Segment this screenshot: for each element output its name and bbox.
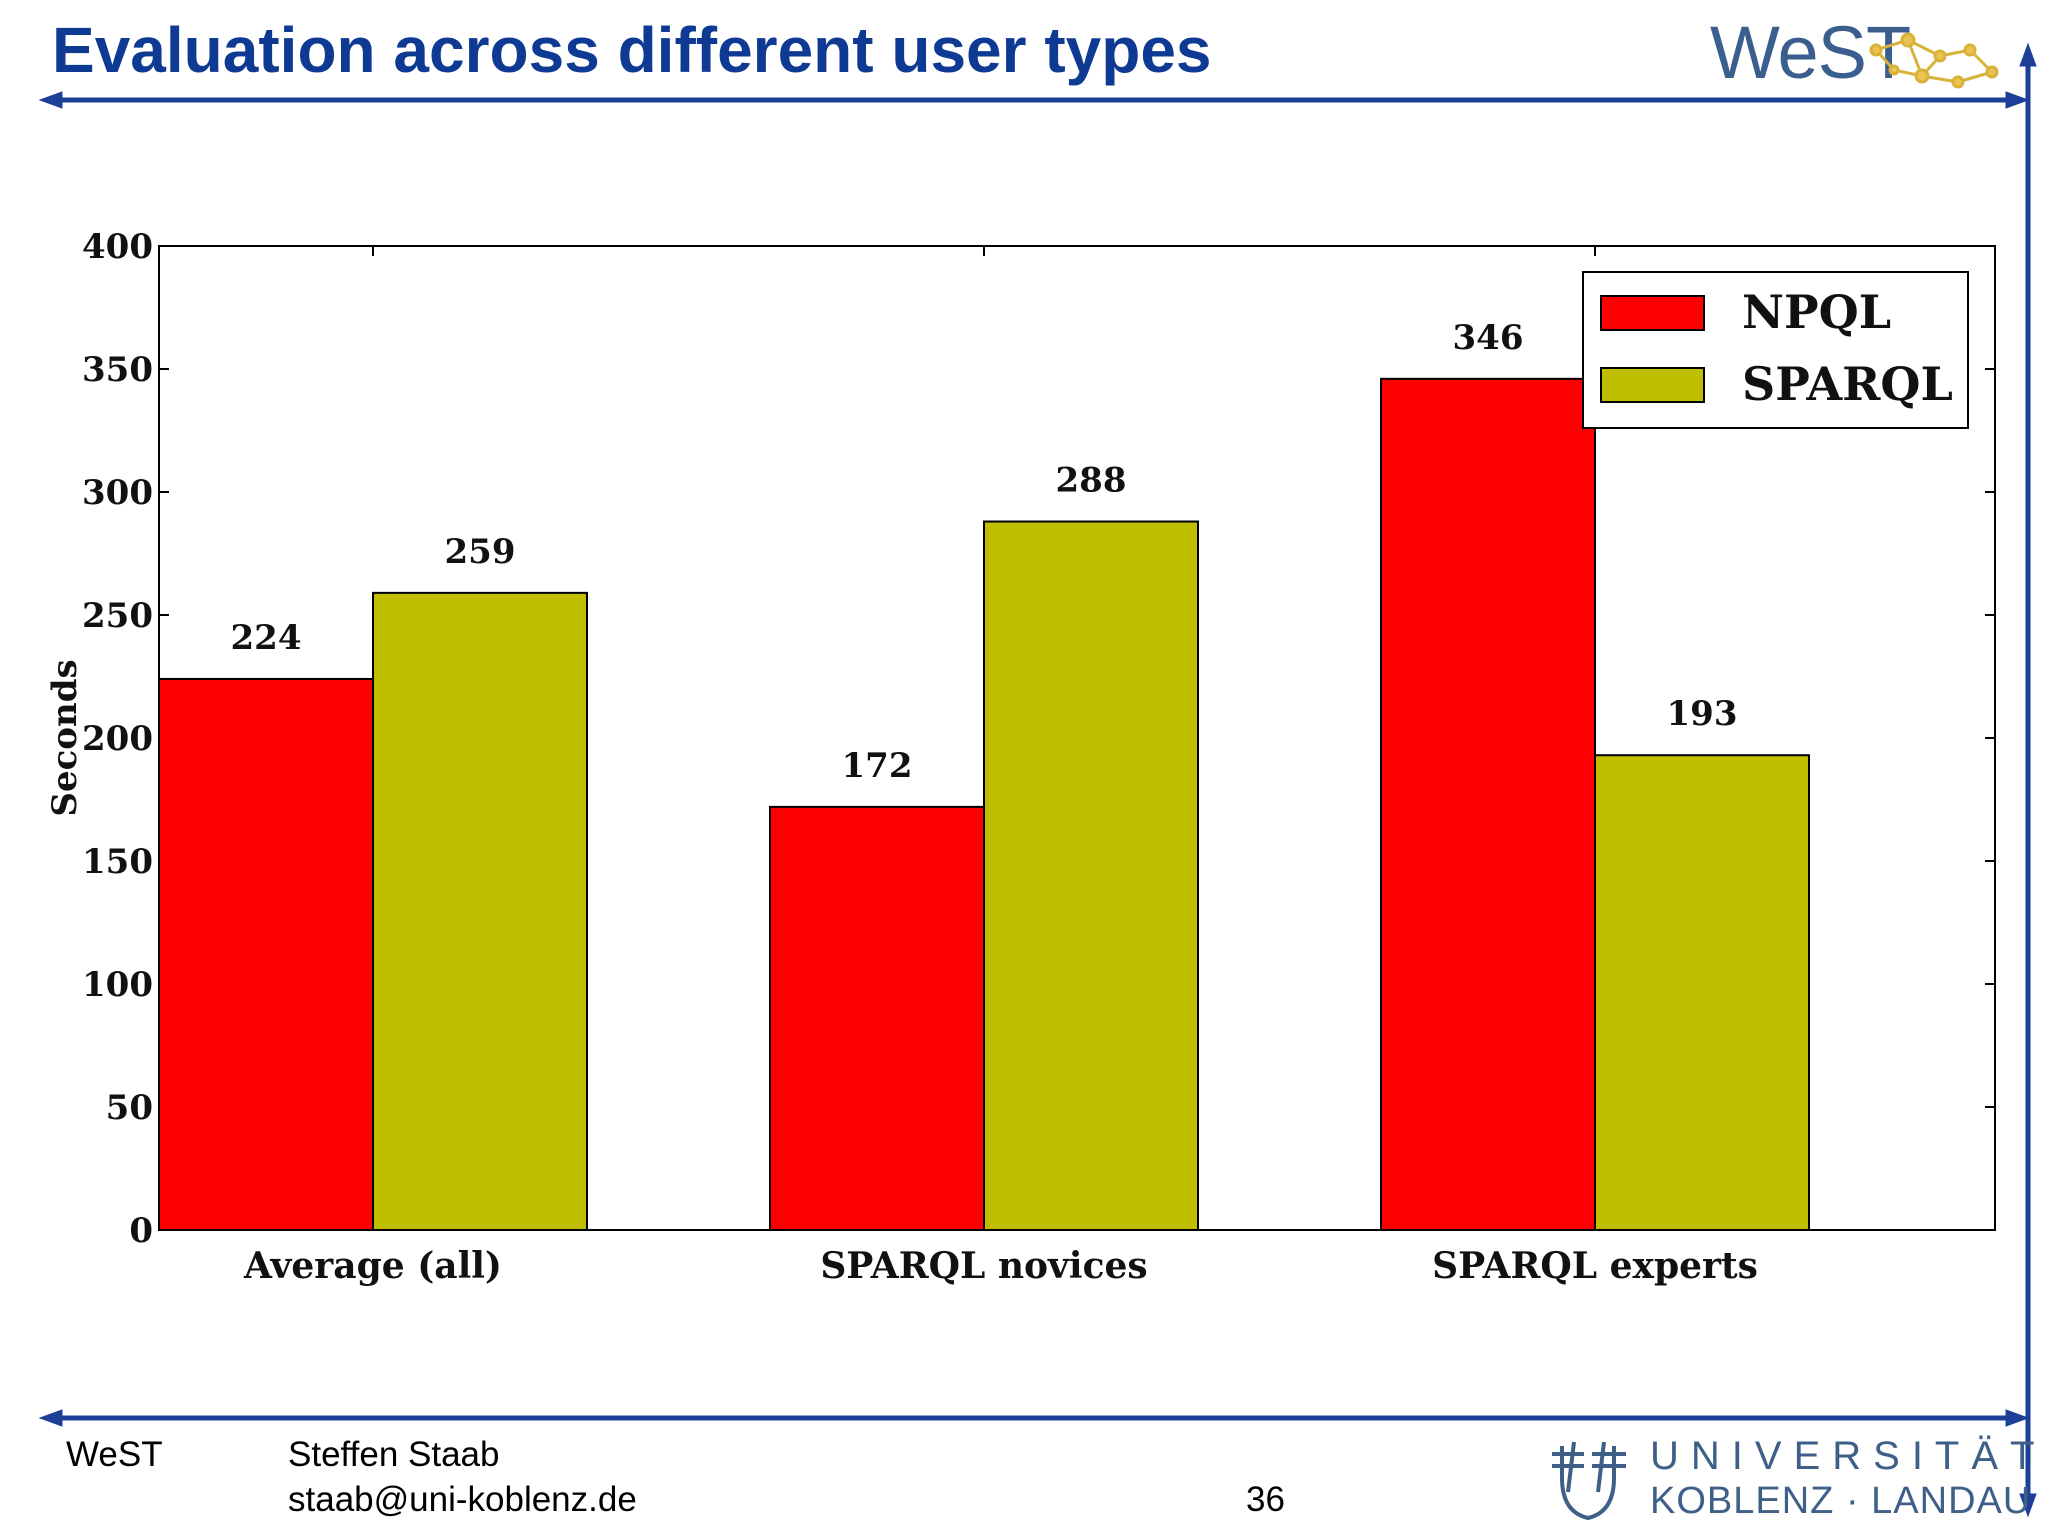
bar-npql-1 (769, 805, 985, 1231)
x-axis: Average (all) SPARQL novices SPARQL expert… (243, 246, 1758, 1287)
bars (158, 377, 1810, 1231)
x-category-label: SPARQL novices (820, 1245, 1147, 1287)
footer-email: staab@uni-koblenz.de (288, 1480, 637, 1519)
value-label: 288 (1056, 461, 1127, 501)
university-emblem-icon (1552, 1441, 1626, 1521)
slide-title: Evaluation across different user types (52, 14, 1212, 86)
page-number: 36 (1246, 1480, 1285, 1519)
bar-npql-0 (158, 677, 374, 1231)
value-label: 172 (842, 746, 913, 786)
bar-sparql-0 (372, 591, 588, 1231)
value-label: 346 (1453, 318, 1524, 358)
legend-label-npql: NPQL (1742, 285, 1891, 339)
value-labels: 224 259 172 288 346 193 (231, 318, 1738, 786)
legend: NPQL SPARQL (1582, 271, 1969, 429)
y-tick-label: 100 (82, 965, 153, 1005)
west-logo: WeST (1708, 10, 2008, 100)
y-tick-label: 350 (82, 350, 153, 390)
university-name-line2: KOBLENZ · LANDAU (1650, 1480, 2032, 1522)
y-tick-label: 150 (82, 842, 153, 882)
footer-author: Steffen Staab (288, 1435, 500, 1474)
y-tick-label: 0 (129, 1211, 153, 1251)
legend-swatch-sparql (1600, 367, 1705, 403)
y-axis-label: Seconds (45, 659, 85, 816)
university-name-line1: UNIVERSITÄT (1650, 1434, 2047, 1478)
value-label: 193 (1667, 694, 1738, 734)
legend-swatch-npql (1600, 295, 1705, 331)
y-tick-label: 50 (106, 1088, 153, 1128)
bar-sparql-2 (1594, 754, 1810, 1231)
network-graphic-icon (1869, 32, 1999, 89)
y-tick-label: 200 (82, 719, 153, 759)
y-axis: 0 50 100 150 200 250 300 350 400 (82, 227, 1995, 1251)
y-tick-label: 400 (82, 227, 153, 267)
x-category-label: Average (all) (243, 1245, 502, 1287)
y-tick-label: 300 (82, 473, 153, 513)
bar-npql-2 (1380, 377, 1596, 1231)
y-tick-label: 250 (82, 596, 153, 636)
university-logo: UNIVERSITÄT KOBLENZ · LANDAU (1540, 1432, 2034, 1532)
x-category-label: SPARQL experts (1432, 1245, 1758, 1287)
legend-label-sparql: SPARQL (1742, 357, 1953, 411)
value-label: 224 (231, 618, 302, 658)
value-label: 259 (445, 532, 516, 572)
footer-org: WeST (66, 1435, 163, 1474)
bar-sparql-1 (983, 520, 1199, 1231)
